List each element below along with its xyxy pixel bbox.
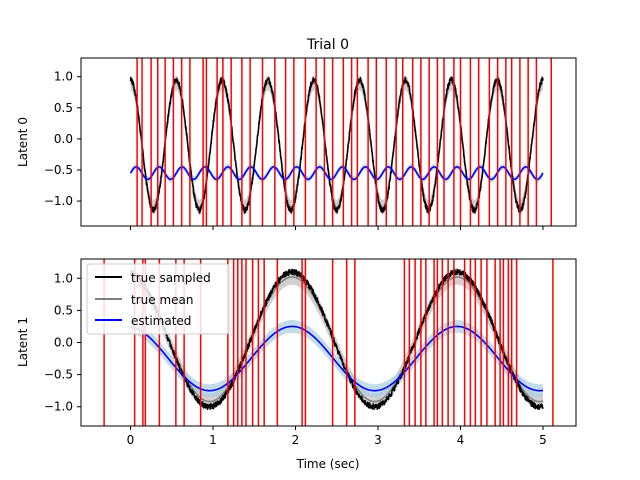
series-line-estimated-latent-1 xyxy=(130,325,544,392)
y-tick-label-latent-0-0: 1.0 xyxy=(54,70,73,84)
legend-entry-estimated: estimated xyxy=(95,314,191,328)
axes-frame-latent-0 xyxy=(80,57,577,227)
chart-title: Trial 0 xyxy=(306,37,349,53)
y-tick-label-latent-1-3: −0.5 xyxy=(44,368,73,382)
y-tick-label-latent-1-1: 0.5 xyxy=(54,303,73,317)
x-tick-label-latent-1-3: 3 xyxy=(374,433,382,447)
ticks-latent-0: 1.0 0.5 0.0 −0.5 −1.0 xyxy=(44,70,544,230)
plot-area-latent-0 xyxy=(129,58,552,226)
series-line-estimated-latent-0 xyxy=(129,166,544,181)
legend-label-estimated: estimated xyxy=(131,314,191,328)
x-tick-label-latent-1-0: 0 xyxy=(127,433,135,447)
y-axis-label-latent-1: Latent 1 xyxy=(16,317,30,367)
x-tick-label-latent-1-2: 2 xyxy=(292,433,300,447)
legend-entry-true-sampled: true sampled xyxy=(95,271,211,285)
y-tick-label-latent-1-4: −1.0 xyxy=(44,400,73,414)
ticks-latent-1: 0 1 2 3 4 5 1.0 0.5 0.0 −0.5 −1.0 xyxy=(44,271,547,447)
legend-entry-true-mean: true mean xyxy=(95,293,193,307)
y-tick-label-latent-0-2: 0.0 xyxy=(54,132,73,146)
legend: true sampled true mean estimated xyxy=(86,263,230,335)
legend-label-true-sampled: true sampled xyxy=(131,271,211,285)
series-line-true-sampled-latent-0 xyxy=(129,76,544,214)
x-axis-label: Time (sec) xyxy=(296,457,360,471)
y-tick-label-latent-1-2: 0.0 xyxy=(54,336,73,350)
x-tick-label-latent-1-4: 4 xyxy=(457,433,465,447)
x-tick-label-latent-1-1: 1 xyxy=(209,433,217,447)
series-line-true-sampled-latent-1 xyxy=(129,268,544,411)
y-tick-label-latent-0-4: −1.0 xyxy=(44,194,73,208)
y-tick-label-latent-1-0: 1.0 xyxy=(54,271,73,285)
y-tick-label-latent-0-1: 0.5 xyxy=(54,101,73,115)
subplot-latent-0: 1.0 0.5 0.0 −0.5 −1.0 Trial 0 Latent 0 xyxy=(16,37,577,230)
legend-box xyxy=(86,263,230,335)
y-tick-label-latent-0-3: −0.5 xyxy=(44,163,73,177)
series-line-true-mean-latent-0 xyxy=(130,82,544,209)
y-axis-label-latent-0: Latent 0 xyxy=(16,117,30,167)
legend-label-true-mean: true mean xyxy=(131,293,193,307)
x-tick-label-latent-1-5: 5 xyxy=(539,433,547,447)
subplot-latent-1: 0 1 2 3 4 5 1.0 0.5 0.0 −0.5 −1.0 Latent 1 Time (s… xyxy=(16,258,577,471)
